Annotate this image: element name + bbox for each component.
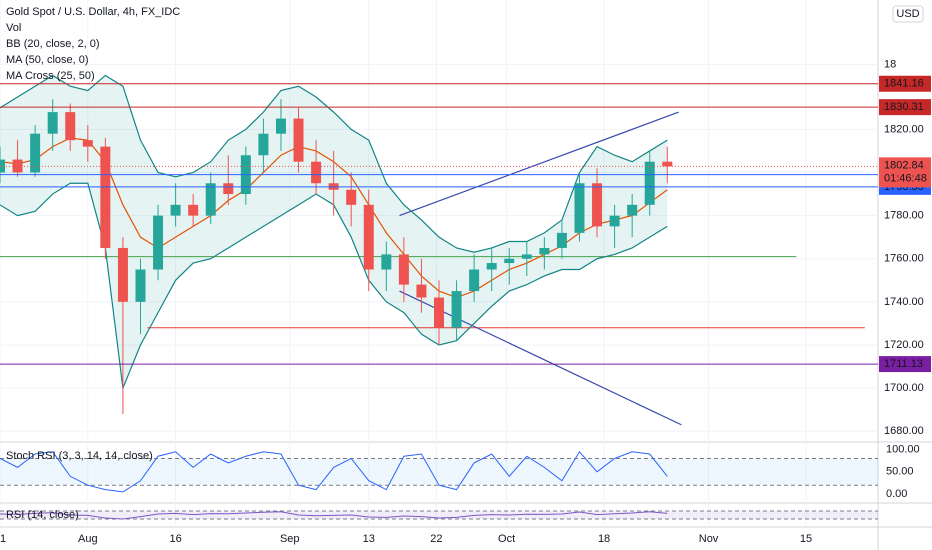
x-tick-label: 15 bbox=[800, 533, 812, 545]
candle-body bbox=[662, 161, 673, 167]
currency-button[interactable]: USD bbox=[892, 5, 924, 23]
price-tag bbox=[879, 356, 931, 373]
rsi-line bbox=[0, 511, 668, 520]
candle-body bbox=[644, 161, 655, 205]
y-tick-label: 0.00 bbox=[886, 488, 907, 500]
candle-body bbox=[293, 118, 304, 162]
price-label: 1711.13 bbox=[884, 358, 923, 370]
candle-body bbox=[170, 204, 181, 216]
candle-body bbox=[416, 284, 427, 298]
candle-body bbox=[0, 159, 5, 173]
x-tick-label: 16 bbox=[169, 533, 181, 545]
candle-body bbox=[363, 204, 374, 270]
candle-body bbox=[205, 183, 216, 216]
y-tick-label: 100.00 bbox=[886, 443, 920, 455]
x-tick-label: Aug bbox=[78, 533, 98, 545]
candle-body bbox=[82, 140, 93, 147]
candle-body bbox=[627, 204, 638, 216]
candle-body bbox=[451, 291, 462, 328]
candle-body bbox=[556, 232, 567, 248]
candle-body bbox=[223, 183, 234, 195]
price-tag bbox=[879, 75, 931, 92]
currency[interactable]: USD bbox=[896, 8, 919, 20]
indicator: BB (20, close, 2, 0) bbox=[6, 38, 100, 50]
price-label: 1841.16 bbox=[884, 78, 924, 90]
candle-body bbox=[100, 146, 111, 248]
trendline bbox=[399, 290, 682, 426]
candle-body bbox=[117, 247, 128, 302]
button-frame[interactable] bbox=[892, 5, 924, 23]
candle-body bbox=[521, 254, 532, 259]
y-tick-label: 1820.00 bbox=[884, 123, 924, 135]
candle-body bbox=[469, 269, 480, 292]
trendline bbox=[399, 111, 679, 217]
candle-body bbox=[539, 247, 550, 255]
candle-body bbox=[486, 263, 497, 270]
y-tick-label: 1780.00 bbox=[884, 210, 924, 222]
indicator: Vol bbox=[6, 22, 21, 34]
stoch-line bbox=[0, 450, 668, 493]
x-tick-label: 21 bbox=[0, 533, 6, 545]
y-tick-label: 1700.00 bbox=[884, 382, 924, 394]
band-fill bbox=[0, 511, 878, 519]
candle-body bbox=[275, 118, 286, 134]
candle-body bbox=[574, 183, 585, 233]
countdown: 01:46:48 bbox=[884, 172, 927, 184]
price-tag bbox=[879, 157, 931, 188]
chart-title: Gold Spot / U.S. Dollar, 4h, FX_IDC bbox=[6, 6, 180, 18]
price-label: 1802.84 bbox=[884, 159, 924, 171]
candle-body bbox=[434, 297, 444, 328]
candle-body bbox=[65, 112, 76, 141]
y-tick-label: 1680.00 bbox=[884, 425, 924, 437]
x-tick-label: Sep bbox=[280, 533, 300, 545]
candle-body bbox=[30, 133, 41, 173]
x-tick-label: 18 bbox=[598, 533, 610, 545]
x-tick-label: Nov bbox=[699, 533, 719, 545]
candle-body bbox=[504, 258, 515, 264]
candle-body bbox=[398, 254, 409, 285]
candle-body bbox=[153, 215, 164, 270]
price-tag bbox=[879, 99, 931, 116]
indicator: MA (50, close, 0) bbox=[6, 54, 89, 66]
candle-body bbox=[135, 269, 146, 302]
candle-body bbox=[592, 183, 603, 227]
indicator: MA Cross (25, 50) bbox=[6, 70, 95, 82]
candle-body bbox=[609, 215, 620, 227]
candle-body bbox=[258, 133, 269, 156]
x-tick-label: 13 bbox=[363, 533, 375, 545]
candle-body bbox=[188, 204, 199, 216]
candle-body bbox=[47, 112, 58, 134]
y-tick-label: 1760.00 bbox=[884, 253, 924, 265]
band-fill bbox=[0, 458, 878, 486]
candle-body bbox=[311, 161, 322, 184]
x-tick-label: Oct bbox=[498, 533, 515, 545]
x-tick-label: 22 bbox=[430, 533, 442, 545]
pane-title: Stoch RSI (3, 3, 14, 14, close) bbox=[6, 450, 153, 462]
candle-body bbox=[346, 189, 357, 205]
indicator-line bbox=[0, 74, 668, 253]
y-tick-label: 1720.00 bbox=[884, 339, 924, 351]
legend: Gold Spot / U.S. Dollar, 4h, FX_IDC Vol … bbox=[6, 6, 180, 521]
candle-body bbox=[12, 159, 23, 173]
candle-body bbox=[381, 254, 392, 270]
price-label: 1830.31 bbox=[884, 101, 924, 113]
y-tick-label: 18 bbox=[884, 59, 896, 71]
y-tick-label: 1740.00 bbox=[884, 296, 924, 308]
pane-title: RSI (14, close) bbox=[6, 509, 79, 521]
y-tick-label: 50.00 bbox=[886, 466, 914, 478]
